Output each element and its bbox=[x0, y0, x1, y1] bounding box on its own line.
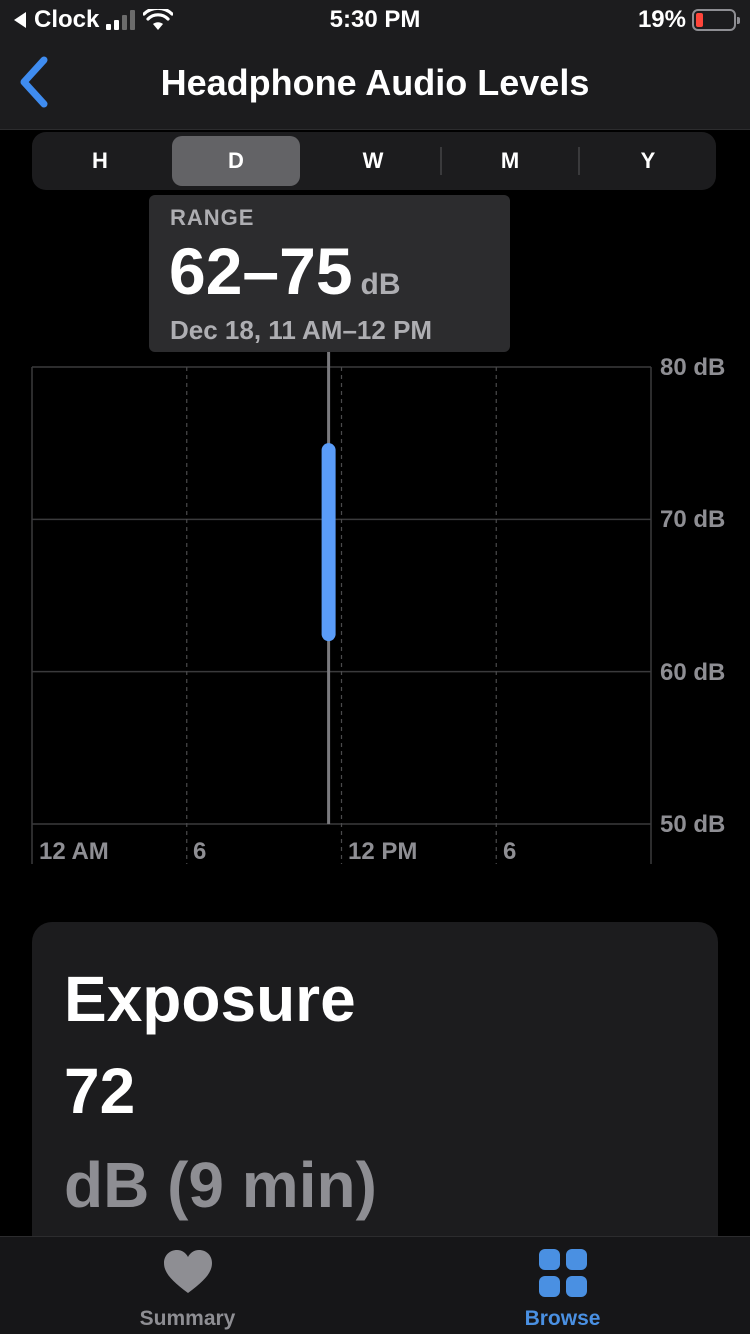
segment-year[interactable]: Y bbox=[640, 148, 656, 173]
y-tick-label: 70 dB bbox=[660, 506, 726, 533]
tooltip-unit: dB bbox=[360, 268, 401, 301]
tooltip-range-value: 62–75 bbox=[169, 234, 353, 308]
x-tick-label: 6 bbox=[193, 838, 207, 865]
x-tick-label: 12 PM bbox=[348, 838, 418, 865]
segment-hour[interactable]: H bbox=[92, 148, 108, 173]
back-button[interactable] bbox=[14, 54, 58, 110]
exposure-card[interactable]: Exposure 72 dB (9 min) bbox=[32, 922, 718, 1262]
segment-week[interactable]: W bbox=[362, 148, 384, 173]
tooltip-label: RANGE bbox=[170, 205, 255, 230]
navigation-bar: Headphone Audio Levels bbox=[0, 40, 750, 130]
x-tick-label: 12 AM bbox=[39, 838, 109, 865]
time-range-segmented-control: H D W M Y bbox=[32, 132, 716, 190]
exposure-title: Exposure bbox=[64, 963, 356, 1035]
battery-percent: 19% bbox=[637, 6, 686, 33]
wifi-icon bbox=[143, 9, 174, 30]
chevron-left-icon bbox=[20, 56, 48, 108]
tab-summary[interactable]: Summary bbox=[0, 1237, 375, 1334]
back-triangle-icon bbox=[14, 12, 26, 28]
segment-divider bbox=[578, 147, 580, 175]
exposure-value: 72 bbox=[64, 1055, 136, 1127]
exposure-unit: dB (9 min) bbox=[64, 1149, 377, 1221]
status-battery: 19% bbox=[637, 6, 740, 34]
y-tick-label: 60 dB bbox=[660, 659, 726, 686]
audio-levels-chart[interactable]: 80 dB 70 dB 60 dB 50 dB 12 AM 6 12 PM 6 bbox=[0, 350, 750, 890]
battery-icon bbox=[692, 9, 740, 31]
status-back-app[interactable]: Clock bbox=[12, 6, 174, 34]
tab-summary-label: Summary bbox=[139, 1307, 236, 1330]
status-back-app-label: Clock bbox=[34, 6, 100, 33]
range-tooltip: RANGE 62–75 dB Dec 18, 11 AM–12 PM bbox=[149, 195, 510, 352]
heart-icon bbox=[164, 1250, 212, 1293]
tab-bar: Summary Browse bbox=[0, 1236, 750, 1334]
y-tick-label: 50 dB bbox=[660, 811, 726, 838]
tooltip-date: Dec 18, 11 AM–12 PM bbox=[170, 315, 433, 345]
grid-icon bbox=[539, 1249, 587, 1297]
segment-day[interactable]: D bbox=[172, 136, 300, 186]
y-tick-label: 80 dB bbox=[660, 354, 726, 381]
segment-divider bbox=[440, 147, 442, 175]
status-time: 5:30 PM bbox=[329, 6, 421, 33]
tooltip-value: 62–75 dB bbox=[169, 233, 401, 309]
tab-browse[interactable]: Browse bbox=[375, 1237, 750, 1334]
tab-browse-label: Browse bbox=[524, 1307, 601, 1330]
range-bar bbox=[321, 443, 336, 642]
page-title: Headphone Audio Levels bbox=[160, 62, 590, 103]
cellular-signal-icon bbox=[106, 10, 136, 30]
status-bar: Clock 5:30 PM 19% bbox=[0, 0, 750, 40]
chart-canvas[interactable] bbox=[0, 350, 750, 890]
x-tick-label: 6 bbox=[503, 838, 517, 865]
segment-month[interactable]: M bbox=[500, 148, 520, 173]
